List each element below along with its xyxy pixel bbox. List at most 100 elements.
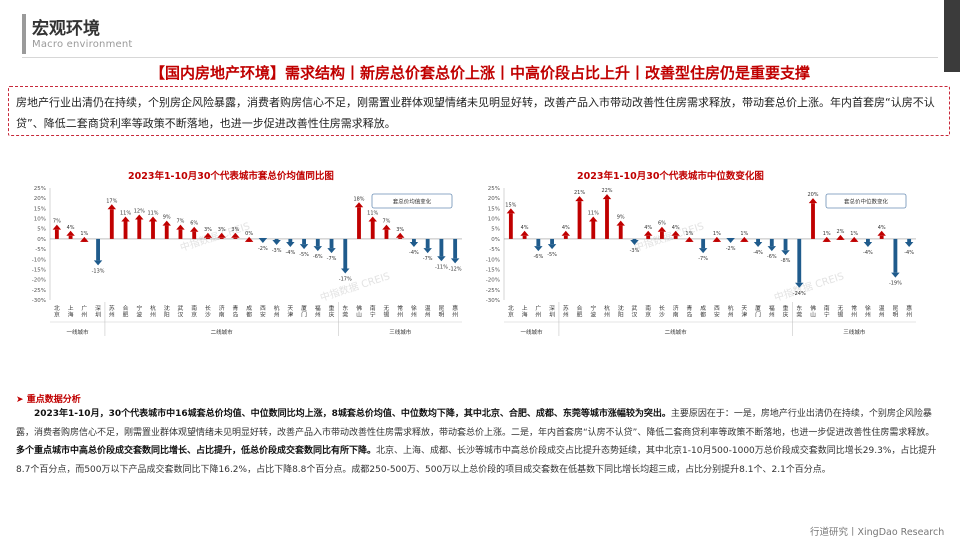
headline: 【国内房地产环境】需求结构丨新房总价套总价上涨丨中高价段占比上升丨改善型住房仍是… <box>149 64 810 82</box>
bar <box>701 238 706 249</box>
data-label: 12% <box>134 208 145 214</box>
category-label: 天津 <box>741 305 747 319</box>
y-tick-label: 10% <box>488 217 500 223</box>
data-label: 3% <box>204 227 212 233</box>
y-tick-label: 10% <box>34 217 46 223</box>
category-label: 徐州 <box>865 304 871 319</box>
category-label: 武汉 <box>632 304 638 319</box>
y-tick-label: 25% <box>488 186 500 192</box>
bar <box>879 235 884 239</box>
category-label: 常州 <box>397 304 403 319</box>
bar-arrowhead <box>189 226 199 232</box>
category-label: 惠州 <box>906 304 912 319</box>
triangle-bullet-icon: ➤ <box>16 395 27 405</box>
data-label: -2% <box>258 246 268 252</box>
category-label: 惠州 <box>452 304 458 319</box>
bar <box>96 238 100 261</box>
bar <box>783 238 788 251</box>
category-label: 杭州 <box>274 304 280 319</box>
category-label: 福州 <box>315 304 321 319</box>
bar <box>797 238 802 283</box>
category-label: 福州 <box>769 304 775 319</box>
bar <box>756 238 760 243</box>
bar-arrowhead <box>368 216 377 222</box>
bar <box>302 238 306 245</box>
data-label: 7% <box>176 219 184 225</box>
bar-arrowhead <box>781 250 790 256</box>
analysis-paragraph: 多个重点城市中高总价段成交套数同比增长、占比提升，低总价段成交套数同比有所下降。… <box>16 446 937 475</box>
watermark: 中指数据 CREIS <box>318 269 391 304</box>
group-label: 三线城市 <box>389 328 412 336</box>
y-tick-label: -20% <box>486 278 500 284</box>
data-label: 4% <box>878 225 886 231</box>
bar-arrowhead <box>327 248 336 254</box>
bar <box>632 238 637 241</box>
bar <box>357 207 361 239</box>
category-label: 长沙 <box>205 304 211 319</box>
bar-arrowhead <box>630 240 639 246</box>
bar <box>398 237 403 239</box>
category-label: 西安 <box>260 305 266 319</box>
bar-arrowhead <box>506 208 516 214</box>
summary-text: 房地产行业出清仍在持续，个别房企风险暴露，消费者购房信心不足，刚需置业群体观望情… <box>16 96 935 130</box>
y-tick-label: 5% <box>491 227 500 233</box>
data-label: -6% <box>767 254 777 260</box>
data-label: 1% <box>80 231 88 237</box>
bar-arrowhead <box>258 237 268 243</box>
bar <box>577 201 582 239</box>
category-label: 深圳 <box>549 304 555 319</box>
data-label: 1% <box>850 231 858 237</box>
data-label: -19% <box>889 281 902 287</box>
bar-arrowhead <box>93 260 103 266</box>
bar-arrowhead <box>203 232 213 238</box>
category-label: 广州 <box>535 304 541 319</box>
bar-arrowhead <box>534 246 543 252</box>
bar-arrowhead <box>520 230 529 236</box>
category-label: 合肥 <box>123 304 129 319</box>
bar-arrowhead <box>341 268 350 274</box>
bar <box>811 203 815 239</box>
category-label: 宁波 <box>136 304 142 319</box>
bar-arrowhead <box>217 232 226 238</box>
category-label: 昆明 <box>438 305 444 319</box>
category-label: 南宁 <box>824 304 830 319</box>
bar <box>439 238 444 257</box>
data-label: -4% <box>753 250 763 256</box>
category-label: 重庆 <box>329 304 335 319</box>
bar-arrowhead <box>135 214 144 220</box>
bar-arrowhead <box>877 230 886 236</box>
y-tick-label: -15% <box>32 267 46 273</box>
bar <box>618 225 623 239</box>
data-label: -5% <box>547 252 557 258</box>
bar-arrowhead <box>148 216 158 222</box>
category-label: 天津 <box>287 305 293 319</box>
legend-box <box>371 193 453 209</box>
data-label: 6% <box>190 221 198 227</box>
y-tick-label: 0% <box>37 237 46 243</box>
group-label: 二线城市 <box>665 328 688 336</box>
bar-arrowhead <box>107 204 117 210</box>
data-label: -8% <box>781 258 791 264</box>
bar <box>54 229 59 239</box>
category-label: 沈阳 <box>618 304 624 319</box>
watermark: 中指数据 CREIS <box>772 269 845 304</box>
data-label: 1% <box>685 231 693 237</box>
bar <box>907 238 912 243</box>
bar-arrowhead <box>822 236 831 242</box>
analysis-body: 2023年1-10月，30个代表城市中16城套总价均值、中位数同比均上涨，8城套… <box>16 405 942 479</box>
bar-arrowhead <box>589 216 598 222</box>
data-label: -7% <box>423 256 433 262</box>
data-label: 11% <box>588 211 599 217</box>
bar <box>605 199 609 239</box>
bar-arrowhead <box>726 237 735 243</box>
bar-arrowhead <box>176 224 185 230</box>
bar <box>123 221 128 239</box>
category-label: 南京 <box>645 304 651 319</box>
bar <box>550 238 554 245</box>
bar-arrowhead <box>409 242 419 248</box>
bar <box>412 238 416 243</box>
bar <box>425 238 430 249</box>
data-label: -7% <box>698 256 708 262</box>
category-label: 北京 <box>54 304 60 319</box>
